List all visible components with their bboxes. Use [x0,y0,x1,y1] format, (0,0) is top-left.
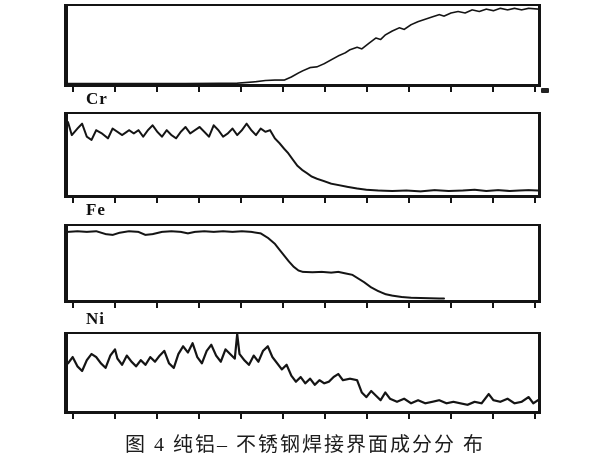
axis-tick [114,303,116,308]
axis-tick [534,87,536,92]
axis-tick [72,198,74,203]
axis-tick [114,414,116,419]
panel-fe-profile [64,224,541,303]
axis-tick [240,303,242,308]
axis-tick [198,414,200,419]
axis-tick [450,414,452,419]
axis-tick [114,87,116,92]
axis-tick [114,198,116,203]
cr-panel-axis-ticks [68,198,538,205]
corner-mark [541,88,549,93]
axis-tick [492,87,494,92]
axis-tick [408,198,410,203]
panel-ni-profile [64,332,541,414]
axis-tick [282,303,284,308]
axis-tick [156,198,158,203]
cr-trace [68,121,538,193]
axis-tick [198,303,200,308]
ni-trace [68,334,538,406]
axis-tick [450,303,452,308]
axis-tick [534,198,536,203]
axis-tick [156,87,158,92]
axis-tick [366,414,368,419]
axis-tick [72,303,74,308]
top-profile-trace [68,7,538,84]
axis-tick [408,303,410,308]
panel-top-profile [64,4,541,87]
axis-tick [366,198,368,203]
axis-tick [408,87,410,92]
axis-tick [282,414,284,419]
axis-tick [408,414,410,419]
figure-caption: 图 4 纯铝– 不锈钢焊接界面成分分 布 [125,434,485,456]
axis-tick [198,87,200,92]
axis-tick [450,87,452,92]
axis-tick [366,303,368,308]
panel-cr-profile [64,112,541,198]
label-cr: Cr [86,89,108,108]
axis-tick [240,414,242,419]
axis-tick [72,414,74,419]
fe-panel-axis-ticks [68,303,538,310]
axis-tick [534,303,536,308]
axis-tick [492,414,494,419]
axis-tick [156,414,158,419]
axis-tick [366,87,368,92]
axis-tick [240,87,242,92]
axis-tick [156,303,158,308]
axis-tick [324,87,326,92]
axis-tick [72,87,74,92]
axis-tick [492,198,494,203]
axis-tick [534,414,536,419]
axis-tick [282,87,284,92]
axis-tick [198,198,200,203]
axis-tick [492,303,494,308]
top-panel-axis-ticks [68,87,538,94]
axis-tick [324,198,326,203]
axis-tick [240,198,242,203]
axis-tick [282,198,284,203]
axis-tick [324,414,326,419]
label-ni: Ni [86,309,105,328]
axis-tick [450,198,452,203]
axis-tick [324,303,326,308]
label-fe: Fe [86,200,106,219]
ni-panel-axis-ticks [68,414,538,421]
fe-trace [68,230,445,300]
